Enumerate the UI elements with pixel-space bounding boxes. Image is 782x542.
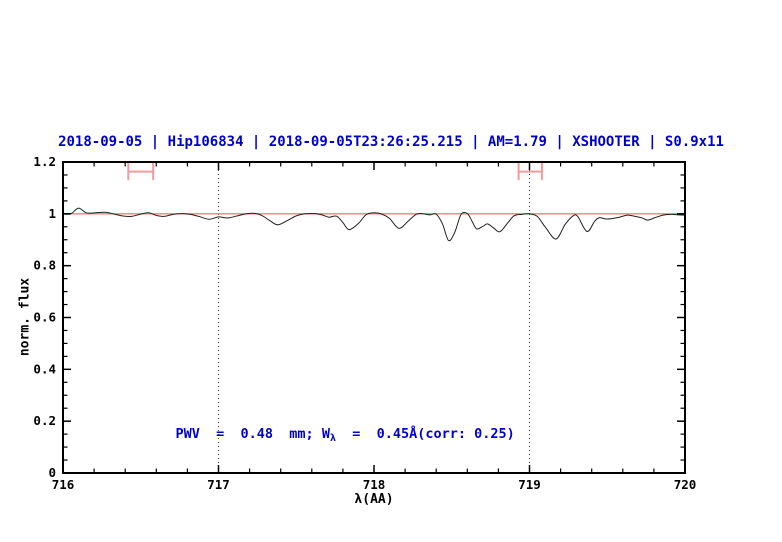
pwv-annotation: PWV = 0.48 mm; Wλ = 0.45Å(corr: 0.25) — [143, 410, 515, 460]
y-tick-label: 0.2 — [33, 413, 56, 428]
y-tick-label: 0.6 — [33, 310, 56, 325]
x-tick-label: 720 — [674, 477, 697, 492]
y-tick-label: 0 — [48, 465, 56, 480]
spectrum-line — [62, 207, 686, 242]
x-tick-label: 719 — [518, 477, 541, 492]
plot-title: 2018-09-05 | Hip106834 | 2018-09-05T23:2… — [58, 134, 724, 150]
x-axis-label: λ(AA) — [354, 492, 394, 507]
y-tick-label: 1.2 — [33, 154, 56, 169]
pwv-annotation-post: = 0.45Å(corr: 0.25) — [335, 426, 515, 442]
x-tick-label: 717 — [207, 477, 230, 492]
pwv-annotation-pre: PWV = 0.48 mm; W — [175, 426, 330, 442]
plot-frame — [62, 161, 686, 474]
y-tick-label: 0.8 — [33, 258, 56, 273]
x-tick-label: 716 — [52, 477, 75, 492]
pwv-annotation-sub: λ — [329, 433, 336, 444]
y-axis-label: norm. flux — [17, 277, 33, 357]
y-tick-label: 0.4 — [33, 361, 56, 376]
x-tick-label: 718 — [363, 477, 386, 492]
y-tick-label: 1 — [48, 206, 56, 221]
